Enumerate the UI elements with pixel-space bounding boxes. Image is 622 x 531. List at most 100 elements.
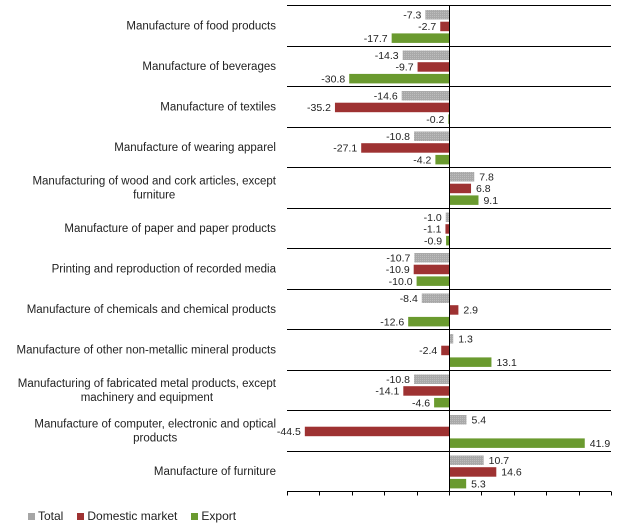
bar-export (449, 357, 492, 367)
category-label: Manufacture of other non-metallic minera… (16, 344, 276, 356)
value-label-domestic-market: -27.1 (333, 143, 357, 155)
value-label-export: -4.2 (413, 154, 431, 166)
bar-export (408, 316, 449, 327)
bars (304, 10, 585, 489)
bar-domestic-market (417, 62, 449, 72)
bar-domestic-market (441, 345, 449, 356)
value-label-total: 10.7 (489, 455, 510, 467)
bar-domestic-market (361, 143, 449, 153)
value-label-export: -17.7 (364, 33, 388, 45)
bar-domestic-market (449, 305, 459, 315)
legend: Total Domestic market Export (28, 509, 236, 523)
legend-label-export: Export (201, 509, 237, 523)
bar-export (416, 276, 449, 286)
value-label-export: -0.2 (426, 114, 444, 126)
bar-total (449, 334, 454, 344)
category-label-line: Printing and reproduction of recorded me… (52, 263, 277, 275)
bar-total (414, 131, 449, 141)
category-label-line: Manufacture of food products (126, 20, 276, 32)
category-label: Manufacture of paper and paper products (64, 223, 276, 235)
value-label-total: 7.8 (479, 172, 494, 184)
bar-export (435, 154, 449, 165)
category-label: Manufacture of beverages (142, 61, 276, 73)
category-label: Manufacture of furniture (154, 466, 276, 478)
value-label-domestic-market: 6.8 (476, 183, 491, 195)
bar-total (449, 172, 475, 182)
value-label-export: 5.3 (471, 478, 486, 490)
value-label-export: -4.6 (412, 397, 430, 409)
category-label-line: Manufacturing of wood and cork articles,… (32, 175, 276, 187)
category-label-line: Manufacture of furniture (154, 466, 276, 478)
bar-export (448, 114, 450, 124)
value-labels: -7.3-2.7 -17.7 -14.3-9.7 -30.8 -14.6 -35.2 -0.… (277, 10, 610, 491)
value-label-domestic-market: -2.4 (419, 345, 437, 357)
x-tick-label: 20 (509, 499, 521, 501)
value-label-total: -14.3 (375, 50, 399, 62)
value-label-export: -30.8 (321, 73, 345, 85)
bar-export (446, 235, 449, 246)
bar-total (401, 91, 449, 101)
value-label-export: 41.9 (590, 438, 611, 450)
category-label-line: Manufacture of wearing apparel (114, 142, 276, 154)
bar-domestic-market (403, 386, 449, 396)
bar-export (449, 195, 479, 205)
bar-total (402, 50, 449, 60)
value-label-total: 1.3 (458, 334, 473, 346)
category-label-line: Manufacturing of fabricated metal produc… (18, 378, 277, 390)
x-tick-label: -10 (410, 499, 425, 501)
category-labels: Manufacture of food products Manufacture … (16, 20, 276, 478)
category-label: Manufacture of food products (126, 20, 276, 32)
legend-swatch-domestic (77, 512, 85, 520)
legend-label-total: Total (38, 509, 64, 523)
value-label-export: -0.9 (424, 235, 442, 247)
x-tick-label: -50 (280, 499, 295, 501)
x-tick-label: -20 (377, 499, 392, 501)
legend-label-domestic: Domestic market (87, 509, 178, 523)
category-label-line: furniture (133, 189, 175, 201)
value-label-domestic-market: -2.7 (418, 21, 436, 33)
bar-total (414, 253, 449, 263)
bar-domestic-market (304, 426, 449, 437)
x-tick-label: 0 (447, 499, 453, 501)
category-label-line: Manufacture of textiles (160, 101, 276, 113)
value-label-export: 9.1 (483, 195, 498, 207)
bar-total (425, 10, 449, 20)
value-label-total: -10.8 (386, 374, 410, 386)
value-label-domestic-market: -35.2 (307, 102, 331, 114)
value-label-domestic-market: -14.1 (375, 386, 399, 398)
legend-item-domestic: Domestic market (77, 509, 177, 523)
legend-item-export: Export (191, 509, 236, 523)
bar-domestic-market (449, 183, 472, 194)
value-label-export: -10.0 (389, 276, 413, 288)
bar-export (349, 73, 449, 84)
category-label: Manufacture of textiles (160, 101, 276, 113)
value-label-domestic-market: -1.1 (423, 224, 441, 236)
bar-total (449, 455, 484, 465)
bar-export (449, 438, 585, 448)
x-axis: -50 -40 -30 -20 -10 0 10 20 30 40 50 (280, 491, 617, 501)
category-label: Printing and reproduction of recorded me… (52, 263, 277, 275)
bar-total (421, 293, 449, 303)
legend-item-total: Total (28, 509, 63, 523)
value-label-domestic-market: -9.7 (395, 62, 413, 74)
bar-total (449, 415, 467, 425)
category-label-line: products (133, 432, 177, 444)
value-label-total: -8.4 (400, 293, 418, 305)
category-label-line: Manufacture of other non-metallic minera… (16, 344, 276, 356)
x-tick-label: 30 (541, 499, 553, 501)
value-label-domestic-market: -44.5 (277, 426, 301, 438)
category-label: Manufacture of wearing apparel (114, 142, 276, 154)
value-label-total: -10.7 (386, 253, 410, 265)
category-label-line: machinery and equipment (81, 392, 214, 404)
category-label: Manufacture of computer, electronic and … (34, 418, 276, 444)
legend-swatch-export (191, 512, 199, 520)
category-label: Manufacturing of fabricated metal produc… (18, 378, 277, 404)
bar-domestic-market (413, 264, 449, 275)
category-label-line: Manufacture of paper and paper products (64, 223, 276, 235)
bar-domestic-market (440, 21, 449, 32)
bar-domestic-market (449, 467, 497, 477)
value-label-total: -10.8 (386, 131, 410, 143)
value-label-total: -14.6 (374, 91, 398, 103)
bar-export (434, 397, 449, 408)
value-label-total: -1.0 (424, 212, 442, 224)
